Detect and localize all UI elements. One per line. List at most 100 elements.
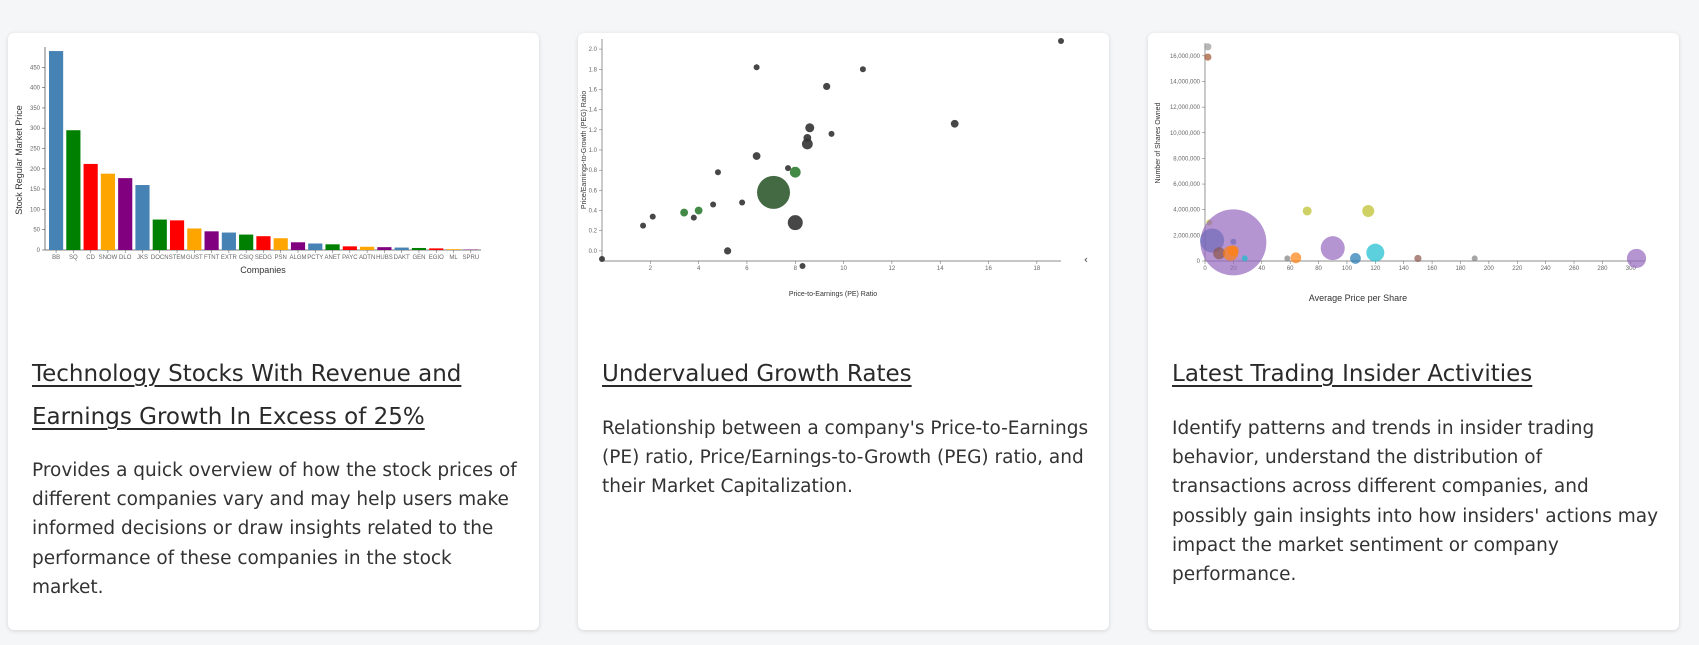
bubble bbox=[1290, 252, 1302, 264]
card-insider-activities: 0 2,000,000 4,000,000 6,000,000 8,000,000 10,… bbox=[1148, 33, 1679, 630]
scatter-point bbox=[828, 130, 835, 137]
y-tick-label: 350 bbox=[30, 106, 41, 112]
y-tick-label: 12,000,000 bbox=[1170, 105, 1201, 111]
bar bbox=[66, 130, 81, 250]
x-tick-label: 120 bbox=[1370, 266, 1381, 272]
bar bbox=[204, 231, 219, 250]
card-title-link[interactable]: Undervalued Growth Rates bbox=[602, 361, 912, 387]
y-tick-label: 10,000,000 bbox=[1170, 131, 1201, 137]
bubble bbox=[1227, 245, 1239, 257]
bar bbox=[256, 236, 271, 250]
x-tick-label: 280 bbox=[1597, 266, 1608, 272]
x-tick-label: EXTR bbox=[221, 255, 238, 261]
x-tick-label: CSIQ bbox=[239, 255, 254, 261]
y-tick-label: 1.4 bbox=[589, 108, 598, 114]
x-tick-label: 12 bbox=[889, 266, 896, 272]
y-tick-label: 0.6 bbox=[589, 188, 598, 194]
scatter-point bbox=[710, 201, 717, 208]
bubble bbox=[1366, 243, 1385, 262]
card-title-link[interactable]: Technology Stocks With Revenue and Earni… bbox=[32, 361, 462, 430]
bar bbox=[152, 219, 167, 250]
bar bbox=[83, 163, 98, 250]
card-undervalued-growth: 0.0 0.2 0.4 0.6 0.8 1.0 1.2 1.4 1.6 1.8 2.0 2 4 6 8 10 1… bbox=[578, 33, 1109, 630]
bar bbox=[342, 246, 357, 250]
y-tick-label: 50 bbox=[33, 228, 40, 234]
scatter-point bbox=[753, 64, 760, 71]
x-tick-label: 14 bbox=[937, 266, 944, 272]
scatter-point bbox=[739, 199, 746, 206]
y-tick-label: 1.0 bbox=[589, 148, 598, 154]
y-tick-label: 4,000,000 bbox=[1173, 208, 1200, 214]
bubble bbox=[1350, 253, 1361, 264]
bar bbox=[411, 247, 427, 250]
x-tick-label: FTNT bbox=[204, 255, 220, 261]
card-title-link[interactable]: Latest Trading Insider Activities bbox=[1172, 361, 1533, 387]
scatter-point bbox=[805, 123, 815, 133]
bar bbox=[394, 247, 409, 250]
scatter-point bbox=[799, 263, 806, 270]
x-tick-label: SNOW bbox=[99, 255, 118, 261]
card-description: Identify patterns and trends in insider … bbox=[1172, 418, 1659, 586]
bubble bbox=[1302, 206, 1312, 216]
card-description: Relationship between a company's Price-t… bbox=[602, 418, 1089, 498]
x-tick-label: CD bbox=[86, 255, 95, 261]
scatter-chart-container: 0.0 0.2 0.4 0.6 0.8 1.0 1.2 1.4 1.6 1.8 2.0 2 4 6 8 10 1… bbox=[578, 33, 1109, 313]
scatter-point bbox=[785, 165, 792, 172]
y-tick-label: 14,000,000 bbox=[1170, 79, 1201, 85]
bubble bbox=[1200, 209, 1267, 276]
scatter-point bbox=[599, 255, 605, 262]
x-tick-label: GEN bbox=[412, 255, 425, 261]
bar bbox=[360, 246, 375, 250]
x-tick-label: JKS bbox=[137, 255, 148, 261]
bubble-chart-container: 0 2,000,000 4,000,000 6,000,000 8,000,000 10,… bbox=[1148, 33, 1679, 313]
bar bbox=[446, 249, 461, 250]
y-tick-label: 100 bbox=[30, 207, 41, 213]
bar bbox=[273, 238, 288, 250]
x-tick-label: 260 bbox=[1569, 266, 1580, 272]
x-tick-label: 4 bbox=[697, 266, 701, 272]
bar bbox=[429, 248, 444, 250]
x-tick-label: DAKT bbox=[394, 255, 410, 261]
chevron-left-icon: ‹ bbox=[1084, 253, 1088, 266]
x-tick-label: 60 bbox=[1287, 266, 1294, 272]
bar bbox=[377, 247, 392, 250]
pe-peg-scatter-chart: 0.0 0.2 0.4 0.6 0.8 1.0 1.2 1.4 1.6 1.8 2.0 2 4 6 8 10 1… bbox=[581, 38, 1088, 298]
bar bbox=[169, 220, 185, 250]
x-axis-label: Average Price per Share bbox=[1309, 293, 1407, 303]
bubble bbox=[1471, 255, 1478, 262]
y-tick-label: 400 bbox=[30, 86, 41, 92]
bubble bbox=[1213, 247, 1226, 260]
x-tick-label: 240 bbox=[1541, 266, 1552, 272]
y-tick-label: 2,000,000 bbox=[1173, 233, 1200, 239]
bar bbox=[49, 51, 64, 250]
bubble bbox=[1362, 204, 1375, 217]
y-tick-label: 450 bbox=[30, 65, 41, 71]
scatter-point bbox=[823, 82, 831, 91]
x-tick-label: 6 bbox=[745, 266, 749, 272]
bubble bbox=[1414, 254, 1422, 263]
x-tick-label: 220 bbox=[1512, 266, 1523, 272]
bubble bbox=[1320, 236, 1345, 261]
y-tick-label: 0.0 bbox=[589, 249, 598, 255]
bar bbox=[187, 228, 202, 250]
x-tick-label: 140 bbox=[1399, 266, 1410, 272]
y-tick-label: 16,000,000 bbox=[1170, 54, 1201, 60]
x-tick-label: GUST bbox=[186, 255, 203, 261]
insider-bubble-chart: 0 2,000,000 4,000,000 6,000,000 8,000,000 10,… bbox=[1155, 43, 1647, 303]
x-axis-label: Companies bbox=[240, 265, 286, 275]
x-tick-label: ALGM bbox=[289, 255, 306, 261]
x-tick-label: 160 bbox=[1427, 266, 1438, 272]
bubble bbox=[1204, 53, 1212, 61]
scatter-point bbox=[752, 152, 761, 160]
y-tick-label: 8,000,000 bbox=[1173, 156, 1200, 162]
y-tick-label: 0.4 bbox=[589, 209, 598, 215]
bar bbox=[221, 232, 236, 250]
bar-chart-container: 0 50 100 150 200 250 300 350 400 450 BB SQ CD SNOW DLO… bbox=[8, 33, 539, 313]
x-tick-label: 180 bbox=[1455, 266, 1466, 272]
x-tick-label: 0 bbox=[1203, 266, 1207, 272]
x-tick-label: ML bbox=[449, 255, 458, 261]
x-tick-label: 80 bbox=[1315, 266, 1322, 272]
scatter-point bbox=[724, 247, 732, 255]
y-tick-label: 1.2 bbox=[589, 128, 598, 134]
x-tick-label: 18 bbox=[1033, 266, 1040, 272]
